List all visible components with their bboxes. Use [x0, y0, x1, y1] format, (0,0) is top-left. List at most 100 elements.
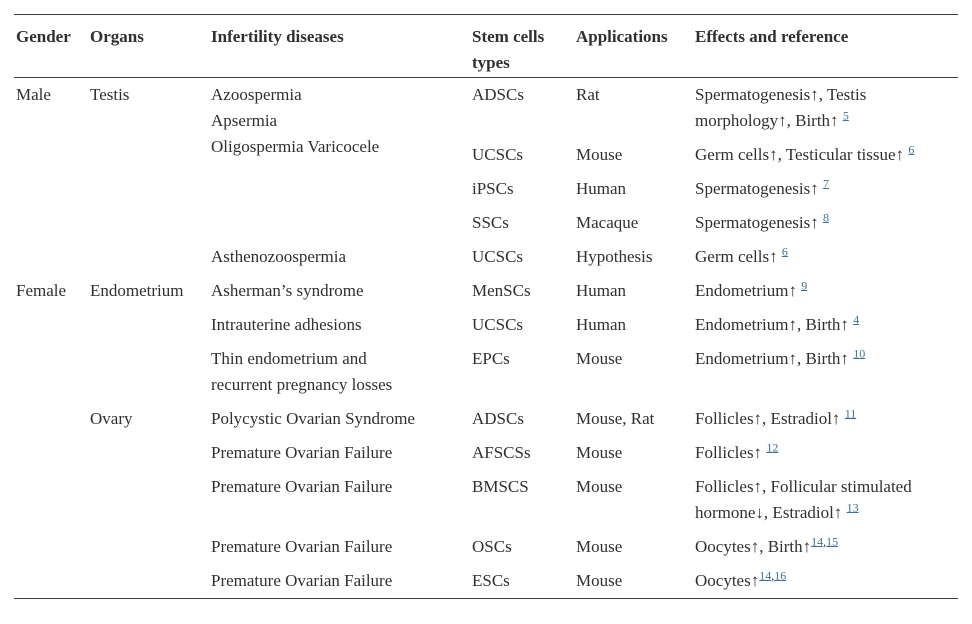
effects-text: Spermatogenesis↑ — [695, 179, 823, 198]
effects-text: Follicles↑, Follicular stimulated hormon… — [695, 477, 912, 522]
effects-text: Oocytes↑ — [695, 571, 760, 590]
reference-link[interactable]: 8 — [822, 210, 829, 225]
table-row: Premature Ovarian Failure OSCs Mouse Ooc… — [14, 530, 958, 564]
organs-cell: Ovary — [90, 409, 133, 428]
organs-cell: Testis — [90, 85, 130, 104]
application-cell: Mouse — [576, 537, 623, 556]
application-cell: Rat — [576, 85, 600, 104]
stem-type-cell: MenSCs — [472, 281, 531, 300]
reference-link[interactable]: 5 — [842, 108, 849, 123]
infertility-stem-cell-table: Gender Organs Infertility diseases Stem … — [14, 14, 958, 599]
effects-cell: Oocytes↑14,16 — [693, 564, 958, 599]
stem-type-cell: AFSCSs — [472, 443, 531, 462]
table-row: Female Endometrium Asherman’s syndrome M… — [14, 274, 958, 308]
table-row: Ovary Polycystic Ovarian Syndrome ADSCs … — [14, 402, 958, 436]
reference-sup: 9 — [801, 278, 807, 292]
reference-link[interactable]: 10 — [853, 346, 866, 361]
stem-type-cell: UCSCs — [472, 247, 524, 266]
effects-cell: Follicles↑, Follicular stimulated hormon… — [693, 470, 958, 530]
table-row: iPSCs Human Spermatogenesis↑ 7 — [14, 172, 958, 206]
header-infertility-diseases: Infertility diseases — [209, 14, 470, 78]
table-row: Premature Ovarian Failure ESCs Mouse Ooc… — [14, 564, 958, 599]
disease-cell: Premature Ovarian Failure — [211, 537, 393, 556]
reference-sup: 10 — [853, 346, 865, 360]
application-cell: Mouse — [576, 477, 623, 496]
effects-text: Spermatogenesis↑ — [695, 213, 823, 232]
application-cell: Human — [576, 179, 627, 198]
reference-sup: 8 — [823, 210, 829, 224]
effects-cell: Germ cells↑ 6 — [693, 240, 958, 274]
table-row: SSCs Macaque Spermatogenesis↑ 8 — [14, 206, 958, 240]
effects-text: Follicles↑, Estradiol↑ — [695, 409, 845, 428]
reference-link[interactable]: 7 — [822, 176, 829, 191]
reference-link[interactable]: 16 — [774, 568, 787, 583]
application-cell: Mouse — [576, 349, 623, 368]
table-row: UCSCs Mouse Germ cells↑, Testicular tiss… — [14, 138, 958, 172]
application-cell: Hypothesis — [576, 247, 653, 266]
reference-sup: 14,15 — [811, 534, 838, 548]
reference-link[interactable]: 9 — [801, 278, 808, 293]
stem-type-cell: UCSCs — [472, 145, 524, 164]
effects-cell: Endometrium↑ 9 — [693, 274, 958, 308]
table-row: Male Testis Azoospermia Apsermia Oligosp… — [14, 78, 958, 156]
effects-cell: Follicles↑, Estradiol↑ 11 — [693, 402, 958, 436]
effects-cell: Endometrium↑, Birth↑ 4 — [693, 308, 958, 342]
stem-type-cell: OSCs — [472, 537, 512, 556]
application-cell: Mouse — [576, 145, 623, 164]
reference-sup: 12 — [766, 440, 778, 454]
effects-cell: Spermatogenesis↑, Testis morphology↑, Bi… — [693, 78, 958, 139]
effects-text: Oocytes↑, Birth↑ — [695, 537, 812, 556]
effects-text: Follicles↑ — [695, 443, 767, 462]
stem-type-cell: ADSCs — [472, 409, 524, 428]
stem-type-cell: EPCs — [472, 349, 510, 368]
reference-sup: 4 — [853, 312, 859, 326]
stem-type-cell: BMSCS — [472, 477, 529, 496]
organs-cell: Endometrium — [90, 281, 184, 300]
reference-link[interactable]: 15 — [826, 534, 839, 549]
disease-cell: Premature Ovarian Failure — [211, 571, 393, 590]
application-cell: Human — [576, 315, 627, 334]
effects-text: Endometrium↑, Birth↑ — [695, 349, 854, 368]
header-applications: Applications — [574, 14, 693, 78]
reference-link[interactable]: 6 — [908, 142, 915, 157]
application-cell: Mouse — [576, 571, 623, 590]
disease-cell: Azoospermia Apsermia Oligospermia Varico… — [211, 85, 380, 156]
gender-cell: Male — [16, 85, 51, 104]
header-gender: Gender — [14, 14, 88, 78]
effects-text: Endometrium↑ — [695, 281, 802, 300]
application-cell: Macaque — [576, 213, 639, 232]
stem-type-cell: iPSCs — [472, 179, 514, 198]
reference-link[interactable]: 14 — [759, 568, 772, 583]
effects-text: Endometrium↑, Birth↑ — [695, 315, 854, 334]
reference-link[interactable]: 13 — [846, 500, 859, 515]
header-row: Gender Organs Infertility diseases Stem … — [14, 14, 958, 78]
reference-sup: 6 — [908, 142, 914, 156]
reference-sup: 5 — [843, 108, 849, 122]
reference-link[interactable]: 14 — [811, 534, 824, 549]
table-row: Premature Ovarian Failure BMSCS Mouse Fo… — [14, 470, 958, 530]
reference-link[interactable]: 11 — [844, 406, 857, 421]
reference-link[interactable]: 4 — [853, 312, 860, 327]
disease-cell: Polycystic Ovarian Syndrome — [211, 409, 415, 428]
header-effects-and-reference: Effects and reference — [693, 14, 958, 78]
effects-text: Germ cells↑, Testicular tissue↑ — [695, 145, 909, 164]
reference-link[interactable]: 12 — [766, 440, 779, 455]
table-row: Premature Ovarian Failure AFSCSs Mouse F… — [14, 436, 958, 470]
effects-cell: Endometrium↑, Birth↑ 10 — [693, 342, 958, 402]
reference-sup: 14,16 — [759, 568, 786, 582]
disease-cell: Premature Ovarian Failure — [211, 477, 393, 496]
table-row: Asthenozoospermia UCSCs Hypothesis Germ … — [14, 240, 958, 274]
effects-cell: Germ cells↑, Testicular tissue↑ 6 — [693, 138, 958, 172]
reference-sup: 11 — [845, 406, 857, 420]
effects-cell: Spermatogenesis↑ 7 — [693, 172, 958, 206]
reference-link[interactable]: 6 — [781, 244, 788, 259]
stem-type-cell: SSCs — [472, 213, 509, 232]
application-cell: Mouse — [576, 443, 623, 462]
gender-cell: Female — [16, 281, 67, 300]
effects-text: Germ cells↑ — [695, 247, 782, 266]
disease-cell: Intrauterine adhesions — [211, 315, 362, 334]
stem-type-cell: ESCs — [472, 571, 510, 590]
table-row: Intrauterine adhesions UCSCs Human Endom… — [14, 308, 958, 342]
header-stem-cells-types: Stem cells types — [470, 14, 574, 78]
effects-text: Spermatogenesis↑, Testis morphology↑, Bi… — [695, 85, 867, 130]
